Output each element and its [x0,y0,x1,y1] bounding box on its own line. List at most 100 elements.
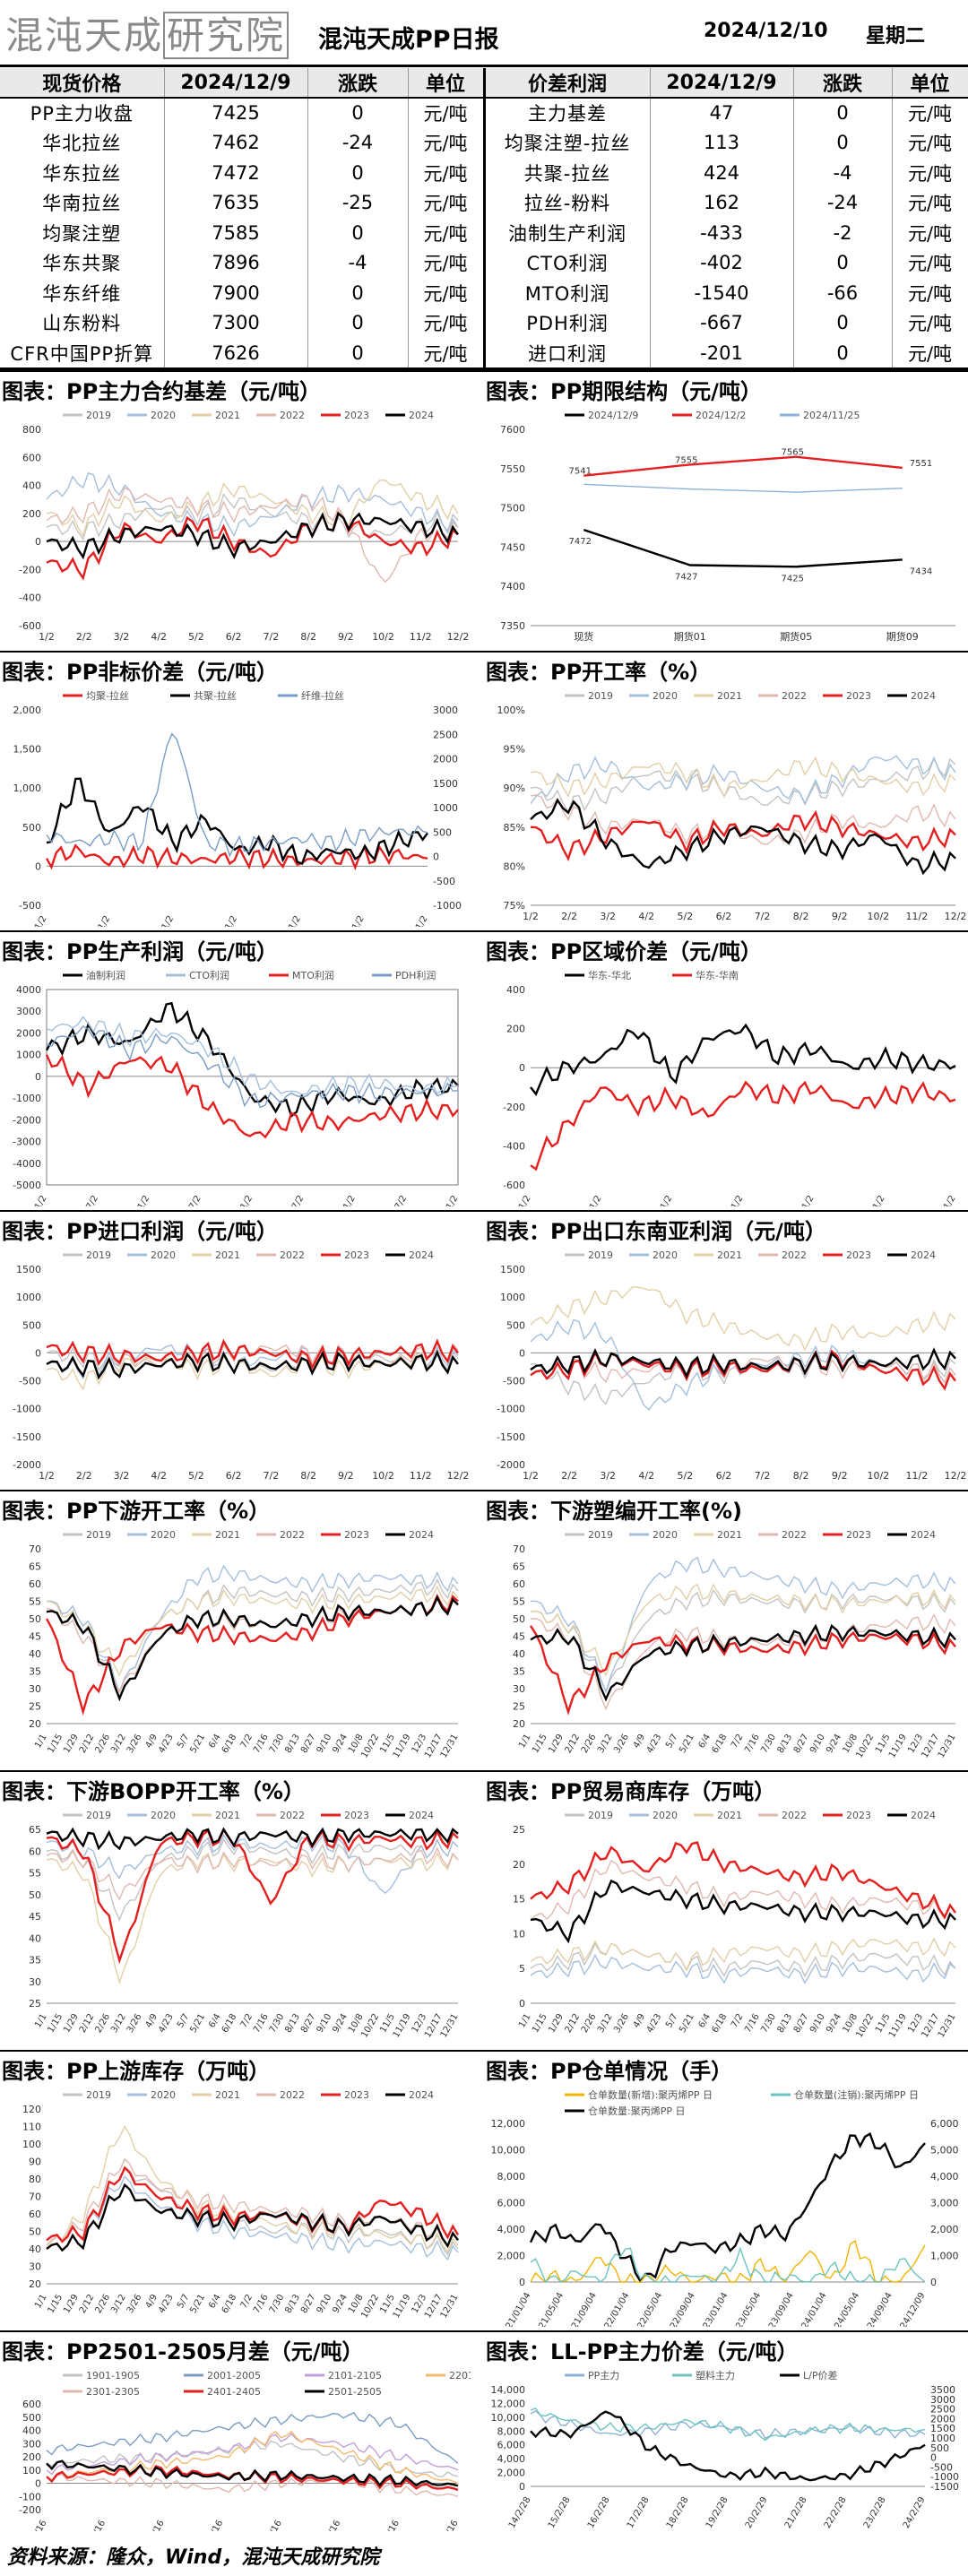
x-tick-label: 14/2/28 [507,2495,533,2530]
series-line [46,511,459,560]
x-tick-label: 8/2 [300,1470,316,1482]
legend-label: 2022 [782,1810,807,1821]
x-tick-label: 5/2 [188,631,204,643]
x-tick-label: 22/1/2 [280,914,303,927]
y-tick-label: 20 [29,1718,41,1730]
series-line [530,755,956,806]
chart-svg: 华东-华北 华东-华南 400 200 0 -200 -400 -600 18/1/2 19/1/… [503,969,958,1206]
x-tick-label: 19/1/2 [90,914,113,927]
y-tick-label: 50 [513,1613,525,1625]
series-line [46,2473,459,2497]
x-tick-label: 21/1/2 [216,914,239,927]
x-tick-label: 8/13 [283,1733,302,1755]
table-cell: 华东共聚 [0,247,165,278]
x-tick-label: 5/21 [188,2293,207,2315]
table-cell: -402 [650,247,794,278]
table-row: 华东纤维 7900 0 元/吨 MTO利润 -1540 -66 元/吨 [0,278,968,308]
x-tick-label: 2/12 [564,1733,583,1755]
y-tick-label: 70 [29,2191,41,2203]
legend-label: L/P价差 [803,2369,837,2382]
x-tick-label: 5/21 [678,1733,696,1755]
y-tick-label: 15 [513,1894,525,1906]
legend-label: 2101-2105 [328,2370,382,2382]
x-tick-label: 6/18 [711,2012,730,2035]
x-tick-label: 3/2 [114,631,130,643]
legend-label: 2023 [846,690,871,702]
legend-label: 2019 [86,2089,111,2101]
y-tick-label: 800 [22,424,41,436]
series-line [529,1625,956,1716]
y-tick-label: 50 [29,1889,41,1901]
series-line [530,1841,956,1920]
y-tick-label: -200 [503,1102,525,1113]
x-tick-label: 24/1/2 [437,1194,461,1206]
x-tick-label: 4/9 [144,1733,160,1750]
x-tick-label: 7/2 [730,2012,746,2029]
y-tick-label: 2000 [16,1027,41,1039]
x-tick-label: 7/16 [252,2012,271,2035]
legend-label: 2021 [215,410,240,421]
y-tick-label: 70 [29,1543,41,1555]
table-row: 华北拉丝 7462 -24 元/吨 均聚注塑-拉丝 113 0 元/吨 [0,127,968,158]
x-tick-label: 1/15 [46,2012,65,2035]
y-tick-label: 90% [504,782,525,794]
y-tick-label: 1000 [16,1050,41,1061]
table-bottom-border [0,367,968,370]
legend-label: 仓单数量(注销):聚丙烯PP 日 [794,2088,919,2101]
x-tick-label: 2/26 [93,2293,112,2315]
series-line [530,1879,956,1944]
x-tick-label: 12/2 [945,911,967,922]
x-tick-label: 8/13 [283,2293,302,2315]
y-tick-label: -200 [19,2504,41,2516]
y2-tick-label: 2,000 [930,2224,959,2235]
x-tick-label: 20/1/2 [652,1194,675,1206]
x-tick-label: 1/29 [547,2012,566,2035]
row-divider [0,2050,968,2052]
series-line [530,2410,926,2440]
y-tick-label: 40 [29,1648,41,1660]
x-tick-label: 21/1/2 [129,1194,152,1206]
legend-label: 2024/12/2 [696,410,746,421]
y-tick-label: -2000 [13,1114,41,1126]
x-tick-label: 23/01/04 [702,2291,730,2327]
x-tick-label: 9/2 [832,911,848,922]
table-cell: 元/吨 [892,158,968,188]
x-tick-label: 7/16 [743,1733,762,1755]
x-tick-label: 4/2 [151,631,167,643]
y-tick-label: 10,000 [491,2145,526,2157]
table-cell: 162 [650,187,794,218]
x-tick-label: 1/15 [531,2012,549,2035]
series-line [45,1054,459,1139]
y-tick-label: 0 [35,1347,41,1359]
legend-label: 2301-2305 [86,2386,140,2398]
x-tick-label: 23/1/2 [343,914,367,927]
y-tick-label: -5000 [13,1180,41,1191]
y-tick-label: 7400 [500,581,525,592]
series-line [46,511,459,581]
y-tick-label: 20 [513,1859,525,1871]
x-tick-label: 1/29 [62,1733,81,1755]
y-tick-label: 7350 [500,620,525,632]
x-tick-label: 11/16 [380,2519,402,2531]
y-tick-label: 1000 [16,1292,41,1303]
x-tick-label: 9/24 [331,1733,350,1755]
legend-label: 2024/11/25 [803,410,860,421]
legend-label: 2021 [215,1529,240,1541]
y-tick-label: 200 [22,508,41,520]
y2-tick-label: 1500 [930,2423,955,2434]
x-tick-label: 12/2 [447,1470,470,1482]
y-tick-label: 6,000 [497,2440,526,2451]
y-tick-label: 60 [29,1846,41,1857]
x-tick-label: 11/2 [410,1470,432,1482]
y-tick-label: 0 [519,2481,525,2493]
series-line [46,2183,459,2252]
report-header: 混沌天成研究院 混沌天成PP日报 2024/12/10 星期二 [0,0,968,67]
y-tick-label: 4,000 [497,2453,526,2465]
series-line [530,1354,956,1385]
series-line [530,1953,956,1984]
series-line [583,528,903,568]
table-cell: 元/吨 [892,338,968,368]
table-cell: 元/吨 [408,218,486,248]
x-tick-label: 2/26 [580,2012,599,2035]
report-title: 混沌天成PP日报 [318,26,499,54]
